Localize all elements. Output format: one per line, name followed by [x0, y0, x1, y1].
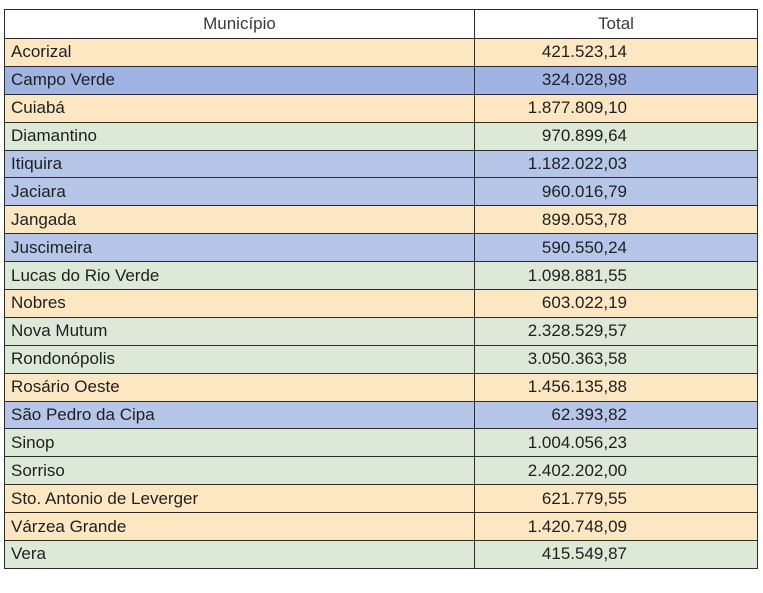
municipio-cell: Diamantino — [4, 121, 475, 151]
municipio-cell: São Pedro da Cipa — [4, 400, 475, 430]
total-cell: 603.022,19 — [474, 289, 758, 318]
municipio-cell: Sto. Antonio de Leverger — [4, 484, 475, 514]
municipio-cell: Várzea Grande — [4, 512, 475, 542]
municipio-cell: Jangada — [4, 205, 475, 235]
municipio-cell: Cuiabá — [4, 93, 475, 123]
table-row: Acorizal 421.523,14 — [4, 38, 758, 67]
total-cell: 960.016,79 — [474, 177, 758, 207]
municipio-cell: Lucas do Rio Verde — [4, 261, 475, 291]
total-cell: 970.899,64 — [474, 121, 758, 151]
municipio-cell: Nova Mutum — [4, 316, 475, 346]
municipio-cell: Sinop — [4, 428, 475, 458]
table-row: Várzea Grande 1.420.748,09 — [4, 512, 758, 542]
table-row: Sto. Antonio de Leverger 621.779,55 — [4, 484, 758, 514]
total-cell: 2.402.202,00 — [474, 456, 758, 486]
total-cell: 415.549,87 — [474, 540, 758, 569]
total-cell: 1.456.135,88 — [474, 372, 758, 402]
table-header-row: Município Total — [4, 9, 758, 39]
total-cell: 2.328.529,57 — [474, 316, 758, 346]
table-container: Município Total Acorizal 421.523,14 Campo … — [4, 9, 758, 569]
table-row: Sinop 1.004.056,23 — [4, 428, 758, 458]
table-row: Juscimeira 590.550,24 — [4, 233, 758, 263]
total-cell: 1.420.748,09 — [474, 512, 758, 542]
total-cell: 421.523,14 — [474, 38, 758, 67]
table-row: Sorriso 2.402.202,00 — [4, 456, 758, 486]
table-row: Itiquira 1.182.022,03 — [4, 149, 758, 179]
table-row: Rosário Oeste 1.456.135,88 — [4, 372, 758, 402]
table-row: São Pedro da Cipa 62.393,82 — [4, 400, 758, 430]
municipio-cell: Itiquira — [4, 149, 475, 179]
table-row: Cuiabá 1.877.809,10 — [4, 93, 758, 123]
table-row: Nova Mutum 2.328.529,57 — [4, 316, 758, 346]
table-row: Vera 415.549,87 — [4, 540, 758, 569]
municipio-cell: Juscimeira — [4, 233, 475, 263]
total-cell: 1.182.022,03 — [474, 149, 758, 179]
municipio-cell: Vera — [4, 540, 475, 569]
table-row: Jaciara 960.016,79 — [4, 177, 758, 207]
municipio-cell: Rondonópolis — [4, 344, 475, 374]
header-total: Total — [474, 9, 758, 39]
total-cell: 62.393,82 — [474, 400, 758, 430]
total-cell: 1.877.809,10 — [474, 93, 758, 123]
total-cell: 1.098.881,55 — [474, 261, 758, 291]
municipio-cell: Nobres — [4, 289, 475, 318]
total-cell: 3.050.363,58 — [474, 344, 758, 374]
municipio-cell: Rosário Oeste — [4, 372, 475, 402]
table-row: Campo Verde 324.028,98 — [4, 65, 758, 95]
table-row: Rondonópolis 3.050.363,58 — [4, 344, 758, 374]
total-cell: 621.779,55 — [474, 484, 758, 514]
table-body: Acorizal 421.523,14 Campo Verde 324.028,98 C… — [4, 38, 758, 569]
municipio-total-table: Município Total Acorizal 421.523,14 Campo … — [4, 9, 758, 569]
table-row: Diamantino 970.899,64 — [4, 121, 758, 151]
table-row: Jangada 899.053,78 — [4, 205, 758, 235]
table-row: Nobres 603.022,19 — [4, 289, 758, 318]
total-cell: 590.550,24 — [474, 233, 758, 263]
header-municipio: Município — [4, 9, 475, 39]
municipio-cell: Campo Verde — [4, 65, 475, 95]
municipio-cell: Acorizal — [4, 38, 475, 67]
municipio-cell: Sorriso — [4, 456, 475, 486]
total-cell: 1.004.056,23 — [474, 428, 758, 458]
municipio-cell: Jaciara — [4, 177, 475, 207]
total-cell: 324.028,98 — [474, 65, 758, 95]
table-row: Lucas do Rio Verde 1.098.881,55 — [4, 261, 758, 291]
total-cell: 899.053,78 — [474, 205, 758, 235]
